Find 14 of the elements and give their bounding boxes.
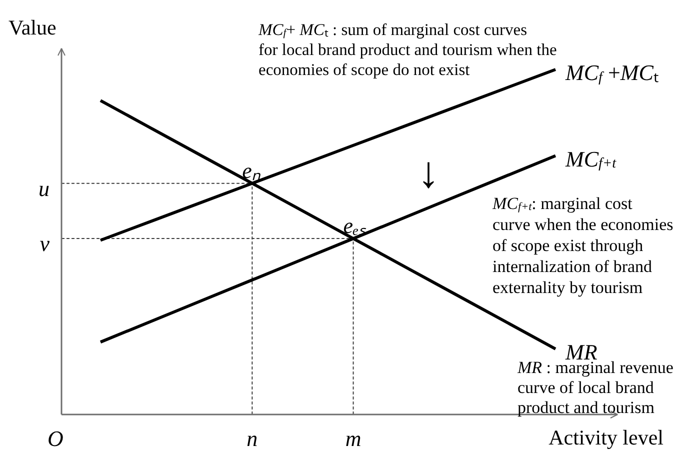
series-label: MCf+t bbox=[564, 146, 618, 172]
annotation: MCf+t: marginal cost curve when the economies of scope exist through internalization of brand externality by tourism bbox=[492, 194, 674, 297]
annotation: MR : marginal revenue curve of local brand product and tourism bbox=[516, 358, 674, 417]
x-axis-title: Activity level bbox=[548, 426, 664, 450]
annotation: eₙ bbox=[242, 158, 261, 183]
x-tick-label: m bbox=[345, 426, 362, 451]
series-label: MCf +MCₜ bbox=[564, 60, 658, 86]
annotation: MCf+ MCₜ : sum of marginal cost curves for local brand product and tourism when the economies of scope do not exist bbox=[258, 20, 557, 79]
text: O bbox=[48, 426, 64, 451]
ref-line-label: v bbox=[40, 231, 50, 256]
ref-line-label: u bbox=[38, 176, 50, 201]
x-tick-label: n bbox=[246, 426, 258, 451]
annotation: ↓ bbox=[418, 148, 440, 197]
y-axis-title: Value bbox=[8, 16, 56, 40]
